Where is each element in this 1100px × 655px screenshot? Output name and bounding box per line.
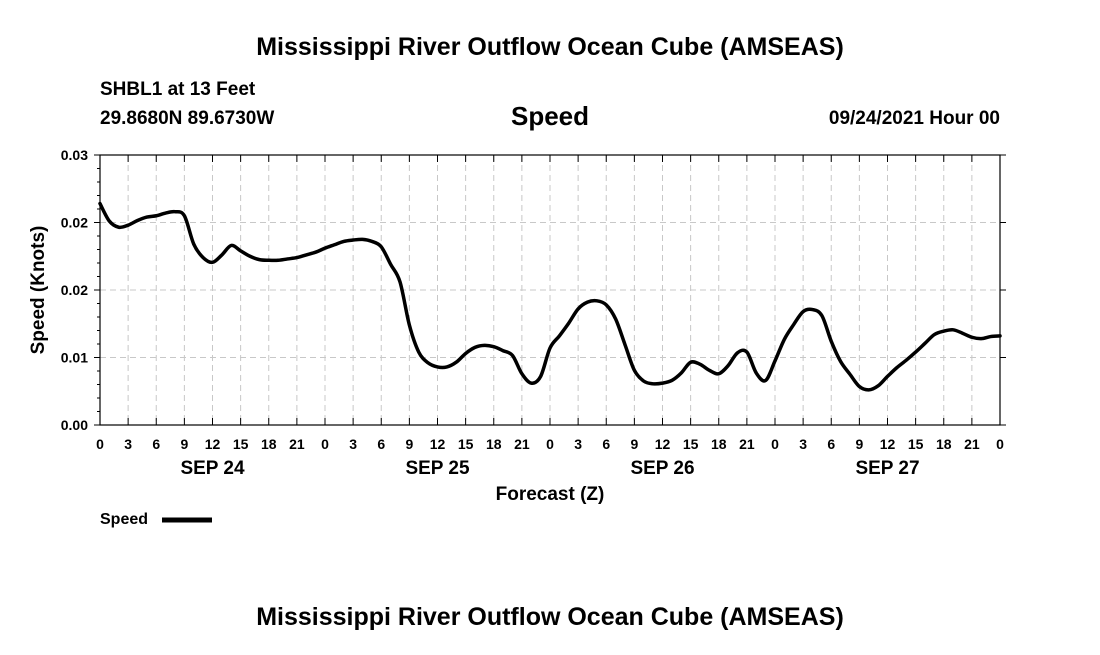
x-tick-label: 15 bbox=[458, 436, 474, 452]
grid bbox=[100, 155, 1000, 425]
y-tick-label: 0.02 bbox=[61, 282, 88, 298]
date-label: SEP 24 bbox=[180, 458, 245, 479]
x-tick-label: 18 bbox=[936, 436, 952, 452]
x-tick-label: 21 bbox=[289, 436, 305, 452]
x-tick-label: 9 bbox=[630, 436, 638, 452]
date-label: SEP 26 bbox=[630, 458, 694, 479]
x-tick-label: 3 bbox=[574, 436, 582, 452]
x-tick-label: 21 bbox=[964, 436, 980, 452]
axis-ticks bbox=[94, 154, 1006, 426]
x-tick-label: 15 bbox=[908, 436, 924, 452]
y-tick-label: 0.00 bbox=[61, 417, 88, 433]
x-tick-label: 3 bbox=[124, 436, 132, 452]
x-tick-label: 18 bbox=[261, 436, 277, 452]
legend-label: Speed bbox=[100, 511, 148, 528]
chart-title: Mississippi River Outflow Ocean Cube (AM… bbox=[256, 33, 844, 61]
x-tick-label: 21 bbox=[514, 436, 530, 452]
x-tick-label: 9 bbox=[405, 436, 413, 452]
x-tick-label: 6 bbox=[377, 436, 385, 452]
x-tick-label: 12 bbox=[205, 436, 221, 452]
x-tick-label: 0 bbox=[771, 436, 779, 452]
timestamp-label: 09/24/2021 Hour 00 bbox=[829, 108, 1000, 129]
x-tick-label: 0 bbox=[996, 436, 1004, 452]
x-tick-label: 9 bbox=[180, 436, 188, 452]
x-tick-label: 3 bbox=[799, 436, 807, 452]
x-tick-label: 0 bbox=[546, 436, 554, 452]
plot-frame bbox=[99, 154, 1001, 426]
x-tick-label: 9 bbox=[855, 436, 863, 452]
speed-series-line bbox=[98, 201, 1002, 392]
y-tick-label: 0.01 bbox=[61, 350, 88, 366]
axis-tick-labels: 0 3 6 9 12 15 18 21 0 3 6 9 12 15 18 21 0 3 6 9 12 15 18 21 0 3 6 9… bbox=[61, 147, 1004, 479]
x-tick-label: 12 bbox=[430, 436, 446, 452]
y-axis-label: Speed (Knots) bbox=[28, 226, 49, 355]
location-label: 29.8680N 89.6730W bbox=[100, 108, 274, 129]
x-tick-label: 12 bbox=[655, 436, 671, 452]
date-label: SEP 27 bbox=[855, 458, 919, 479]
x-tick-label: 15 bbox=[233, 436, 249, 452]
x-tick-label: 0 bbox=[321, 436, 329, 452]
x-tick-label: 15 bbox=[683, 436, 699, 452]
station-label: SHBL1 at 13 Feet bbox=[100, 79, 256, 100]
plot-name: Speed bbox=[511, 101, 589, 131]
y-tick-label: 0.02 bbox=[61, 215, 88, 231]
x-tick-label: 6 bbox=[152, 436, 160, 452]
x-tick-label: 0 bbox=[96, 436, 104, 452]
x-axis-label: Forecast (Z) bbox=[496, 484, 605, 505]
x-tick-label: 18 bbox=[486, 436, 502, 452]
x-tick-label: 12 bbox=[880, 436, 896, 452]
date-label: SEP 25 bbox=[405, 458, 470, 479]
x-tick-label: 21 bbox=[739, 436, 755, 452]
x-tick-label: 3 bbox=[349, 436, 357, 452]
x-tick-label: 18 bbox=[711, 436, 727, 452]
footer-title: Mississippi River Outflow Ocean Cube (AM… bbox=[256, 603, 844, 631]
y-tick-label: 0.03 bbox=[61, 147, 88, 163]
x-tick-label: 6 bbox=[602, 436, 610, 452]
x-tick-label: 6 bbox=[827, 436, 835, 452]
